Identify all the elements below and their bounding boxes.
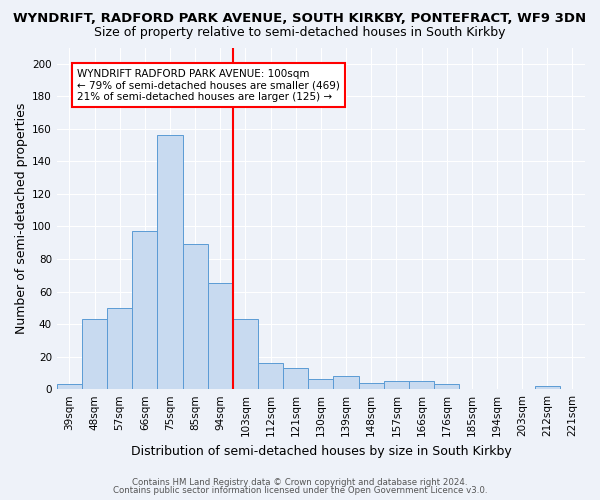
Bar xyxy=(334,376,359,389)
Bar xyxy=(409,381,434,389)
Bar xyxy=(132,232,157,389)
Bar xyxy=(283,368,308,389)
Bar xyxy=(233,319,258,389)
Bar xyxy=(82,319,107,389)
Bar xyxy=(182,244,208,389)
Bar xyxy=(157,136,182,389)
Text: WYNDRIFT, RADFORD PARK AVENUE, SOUTH KIRKBY, PONTEFRACT, WF9 3DN: WYNDRIFT, RADFORD PARK AVENUE, SOUTH KIR… xyxy=(13,12,587,26)
Text: Contains public sector information licensed under the Open Government Licence v3: Contains public sector information licen… xyxy=(113,486,487,495)
Bar xyxy=(258,363,283,389)
Bar xyxy=(107,308,132,389)
Y-axis label: Number of semi-detached properties: Number of semi-detached properties xyxy=(15,102,28,334)
X-axis label: Distribution of semi-detached houses by size in South Kirkby: Distribution of semi-detached houses by … xyxy=(131,444,511,458)
Bar xyxy=(535,386,560,389)
Text: WYNDRIFT RADFORD PARK AVENUE: 100sqm
← 79% of semi-detached houses are smaller (: WYNDRIFT RADFORD PARK AVENUE: 100sqm ← 7… xyxy=(77,68,340,102)
Bar xyxy=(359,382,384,389)
Text: Size of property relative to semi-detached houses in South Kirkby: Size of property relative to semi-detach… xyxy=(94,26,506,39)
Bar xyxy=(57,384,82,389)
Bar xyxy=(384,381,409,389)
Bar xyxy=(434,384,459,389)
Text: Contains HM Land Registry data © Crown copyright and database right 2024.: Contains HM Land Registry data © Crown c… xyxy=(132,478,468,487)
Bar xyxy=(308,380,334,389)
Bar xyxy=(208,284,233,389)
